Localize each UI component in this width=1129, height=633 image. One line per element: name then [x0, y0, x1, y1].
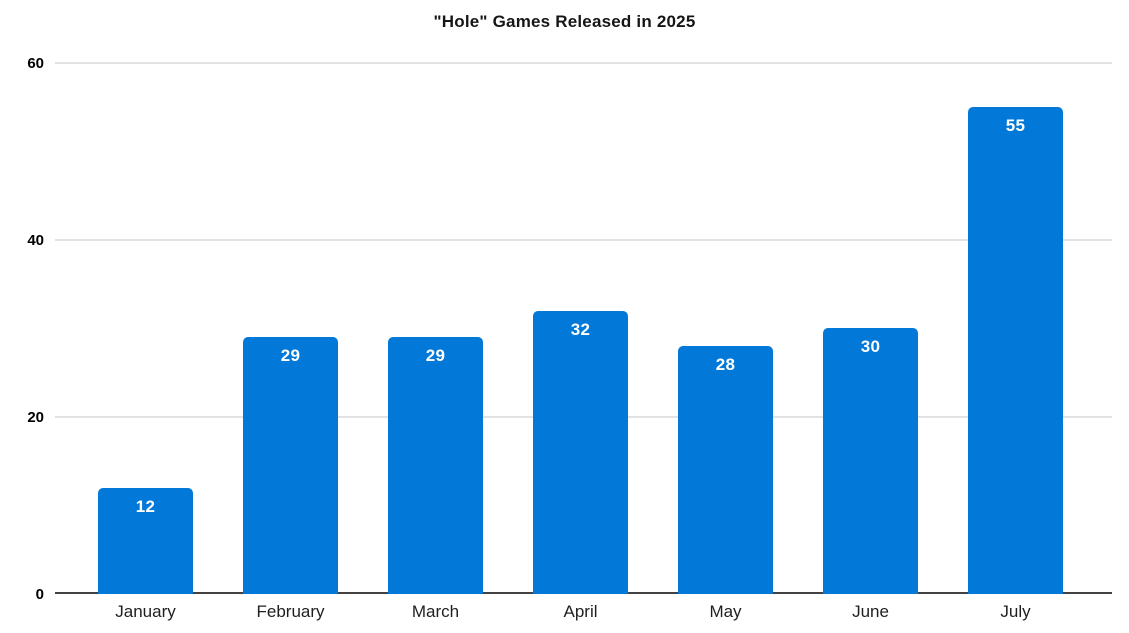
plot-area: 0 20 40 60 12 29 29 32 28 30 55 [27, 55, 1112, 603]
bar-value-label: 32 [570, 320, 591, 339]
x-axis-label-february: February [256, 602, 325, 621]
bar-march: 29 [388, 337, 483, 594]
bar-value-label: 29 [280, 346, 301, 365]
gridline [55, 239, 1112, 241]
chart-title: "Hole" Games Released in 2025 [433, 12, 696, 31]
y-axis-tick-label: 0 [35, 586, 44, 603]
x-axis-label-june: June [852, 602, 889, 621]
y-axis-tick-label: 40 [27, 232, 44, 249]
x-axis-label-march: March [411, 602, 460, 621]
bar-july: 55 [968, 107, 1063, 594]
x-axis-label-january: January [115, 602, 176, 621]
y-axis-tick-label: 20 [27, 409, 44, 426]
x-axis-label-april: April [563, 602, 598, 621]
bar-value-label: 29 [425, 346, 446, 365]
x-axis-label-may: May [709, 602, 742, 621]
y-axis-tick-label: 60 [27, 55, 44, 72]
gridline [55, 62, 1112, 64]
x-axis-label-july: July [1000, 602, 1031, 621]
bar-may: 28 [678, 346, 773, 594]
bar-april: 32 [533, 311, 628, 594]
bar-june: 30 [823, 328, 918, 594]
bar-value-label: 55 [1005, 116, 1026, 135]
bar-value-label: 30 [860, 337, 881, 356]
bar-value-label: 28 [715, 355, 736, 374]
bar-february: 29 [243, 337, 338, 594]
bar-value-label: 12 [135, 497, 156, 516]
bar-january: 12 [98, 488, 193, 594]
